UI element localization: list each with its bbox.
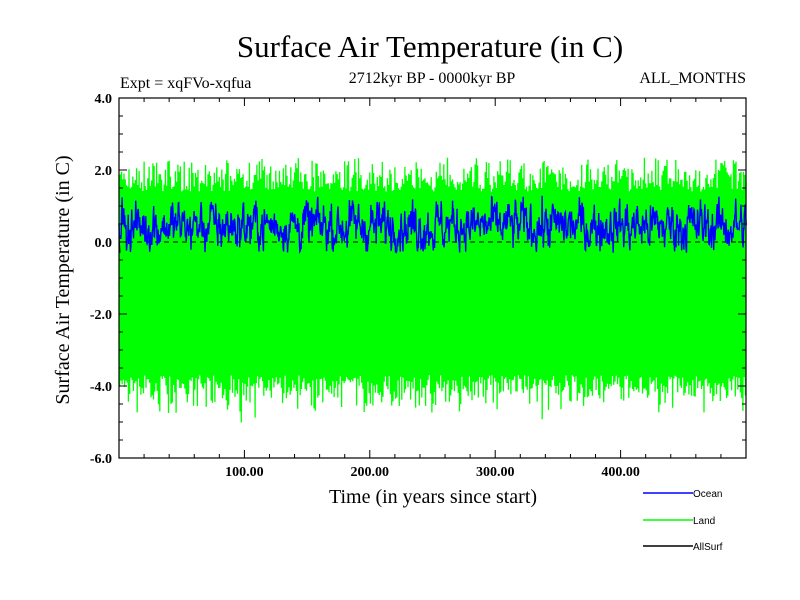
axis-ticks: 4.0 2.0 0.0 -2.0 -4.0 -6.0 100.00 200.00 300.00 4… [90,92,746,480]
legend: Ocean Land AllSurf [643,489,723,553]
series-land [118,157,747,423]
legend-label-ocean: Ocean [693,489,722,500]
y-tick-label: -6.0 [90,452,112,467]
x-tick-label: 100.00 [225,465,264,480]
land-line [118,157,747,423]
x-tick-label: 400.00 [601,465,640,480]
y-tick-label: 0.0 [95,236,113,251]
x-tick-label: 200.00 [351,465,390,480]
legend-label-allsurf: AllSurf [693,542,723,553]
y-tick-label: -4.0 [90,380,112,395]
chart-subtitle: 2712kyr BP - 0000kyr BP [349,70,516,87]
ocean-line [118,195,747,255]
months-label: ALL_MONTHS [639,70,746,87]
y-tick-label: -2.0 [90,308,112,323]
x-tick-label: 300.00 [476,465,515,480]
legend-label-land: Land [693,516,715,527]
series-ocean [118,195,747,255]
plot-area [118,157,747,423]
chart-title: Surface Air Temperature (in C) [237,29,623,64]
x-axis-label: Time (in years since start) [329,486,537,508]
y-tick-label: 2.0 [95,164,113,179]
y-axis-label: Surface Air Temperature (in C) [52,155,74,404]
y-tick-label: 4.0 [95,92,113,107]
experiment-label: Expt = xqFVo-xqfua [120,75,251,92]
